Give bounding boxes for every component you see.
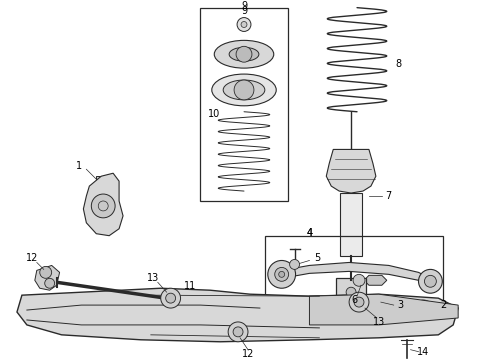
Circle shape xyxy=(40,266,51,278)
Polygon shape xyxy=(83,173,123,236)
Bar xyxy=(340,193,362,256)
Text: 9: 9 xyxy=(241,6,247,15)
Circle shape xyxy=(233,327,243,337)
Bar xyxy=(200,8,288,201)
Circle shape xyxy=(161,288,180,308)
Circle shape xyxy=(234,80,254,100)
Circle shape xyxy=(228,322,248,342)
Circle shape xyxy=(354,297,364,307)
Circle shape xyxy=(91,194,115,218)
Circle shape xyxy=(279,271,285,277)
Circle shape xyxy=(166,293,175,303)
Circle shape xyxy=(418,305,428,315)
Circle shape xyxy=(45,278,55,288)
Bar xyxy=(336,278,366,318)
Polygon shape xyxy=(17,288,458,342)
Circle shape xyxy=(346,303,356,313)
Text: 11: 11 xyxy=(184,281,196,291)
Ellipse shape xyxy=(214,40,274,68)
Text: 4: 4 xyxy=(306,228,313,238)
Text: 4: 4 xyxy=(306,228,313,238)
Text: 12: 12 xyxy=(25,253,38,264)
Text: 7: 7 xyxy=(386,191,392,201)
Circle shape xyxy=(268,261,295,288)
Bar xyxy=(265,236,443,325)
Circle shape xyxy=(353,274,365,286)
Circle shape xyxy=(349,292,369,312)
Polygon shape xyxy=(35,265,60,290)
Circle shape xyxy=(241,22,247,27)
Polygon shape xyxy=(282,262,430,285)
Text: 13: 13 xyxy=(147,273,159,283)
Circle shape xyxy=(237,18,251,31)
Circle shape xyxy=(418,269,442,293)
Ellipse shape xyxy=(212,74,276,106)
Polygon shape xyxy=(96,176,111,186)
Circle shape xyxy=(290,260,299,269)
Text: 5: 5 xyxy=(314,253,320,264)
Text: 3: 3 xyxy=(397,300,404,310)
Ellipse shape xyxy=(223,80,265,100)
Text: 13: 13 xyxy=(373,317,385,327)
Text: 14: 14 xyxy=(417,347,430,357)
Polygon shape xyxy=(364,275,387,285)
Circle shape xyxy=(236,46,252,62)
Text: 8: 8 xyxy=(395,59,402,69)
Circle shape xyxy=(414,300,433,320)
Polygon shape xyxy=(326,149,376,193)
Text: 6: 6 xyxy=(351,295,357,305)
Polygon shape xyxy=(310,294,458,325)
Ellipse shape xyxy=(229,47,259,61)
Text: 1: 1 xyxy=(76,161,82,171)
Circle shape xyxy=(275,267,289,281)
Text: 10: 10 xyxy=(208,109,220,119)
Text: 9: 9 xyxy=(241,1,247,11)
Text: 2: 2 xyxy=(440,300,446,310)
Text: 12: 12 xyxy=(242,349,254,359)
Circle shape xyxy=(346,287,356,297)
Circle shape xyxy=(424,275,437,287)
